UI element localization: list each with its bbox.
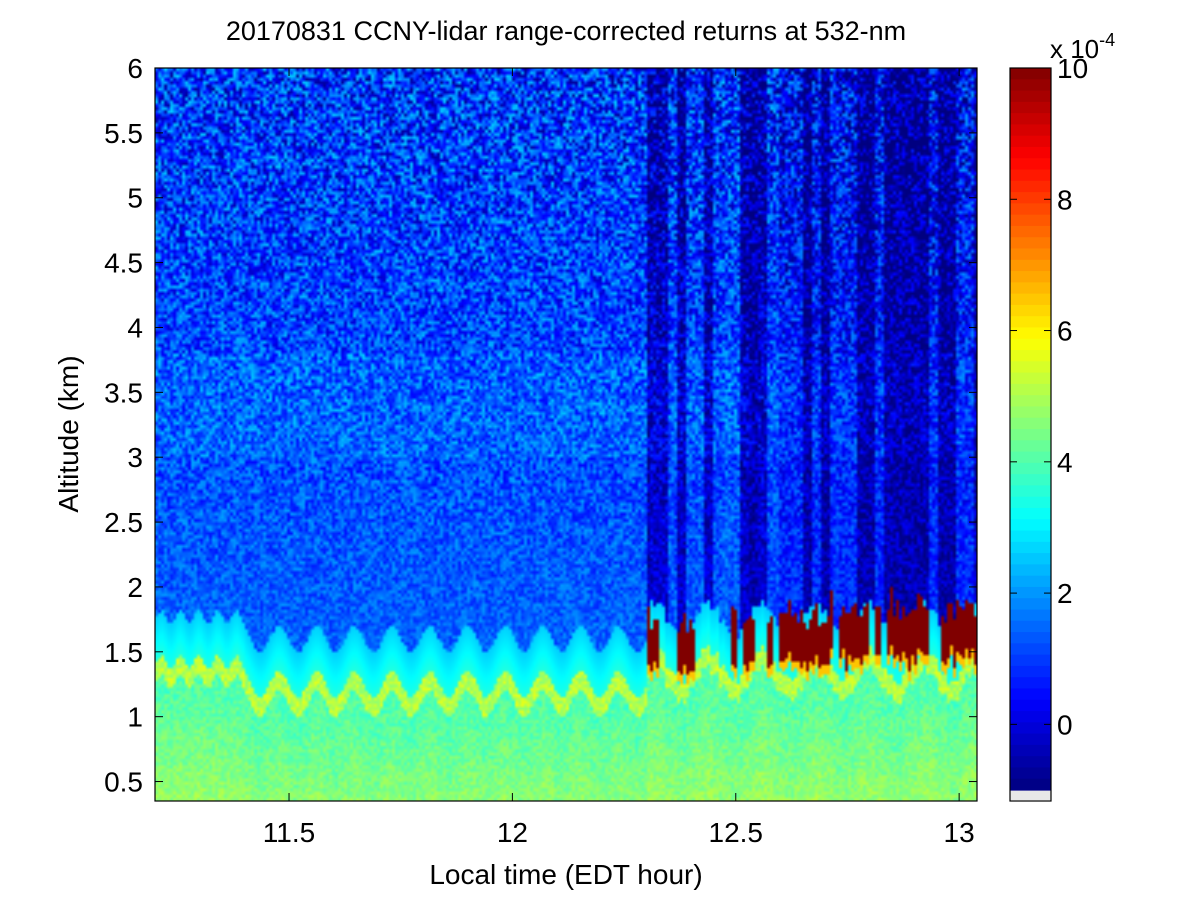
colorbar-swatch	[1010, 451, 1051, 464]
colorbar-swatch	[1010, 462, 1051, 475]
x-tick-label: 12	[497, 817, 528, 848]
plot-frame	[154, 67, 978, 802]
colorbar-tick-label: 6	[1057, 316, 1073, 347]
colorbar-bottom-strip	[1010, 790, 1051, 800]
colorbar-swatch	[1010, 643, 1051, 656]
colorbar-swatch	[1010, 327, 1051, 340]
colorbar-swatch	[1010, 158, 1051, 171]
colorbar-swatch	[1010, 248, 1051, 261]
colorbar-swatch	[1010, 530, 1051, 543]
colorbar-swatch	[1010, 541, 1051, 554]
y-tick-label: 6	[127, 53, 143, 84]
colorbar-swatch	[1010, 214, 1051, 227]
colorbar-swatch	[1010, 711, 1051, 723]
colorbar-swatch	[1010, 338, 1051, 351]
y-tick-label: 2	[127, 572, 143, 603]
colorbar: 0 2 4 6 8 10	[1009, 53, 1088, 802]
colorbar-swatch	[1010, 113, 1051, 126]
colorbar-swatch	[1010, 79, 1051, 92]
colorbar-swatch	[1010, 135, 1051, 148]
y-tick-label: 1.5	[104, 637, 143, 668]
y-tick-label: 1	[127, 702, 143, 733]
y-tick-label: 2.5	[104, 507, 143, 538]
colorbar-swatch	[1010, 654, 1051, 667]
colorbar-swatch	[1010, 180, 1051, 193]
colorbar-swatch	[1010, 598, 1051, 611]
colorbar-swatch	[1010, 609, 1051, 622]
colorbar-tick-label: 4	[1057, 447, 1073, 478]
colorbar-swatch	[1010, 756, 1051, 769]
colorbar-tick-label: 10	[1057, 53, 1088, 84]
y-tick-label: 3.5	[104, 377, 143, 408]
x-axis-label: Local time (EDT hour)	[429, 859, 702, 890]
colorbar-swatch	[1010, 282, 1051, 295]
y-tick-label: 5	[127, 183, 143, 214]
colorbar-swatch	[1010, 90, 1051, 103]
colorbar-swatch	[1010, 485, 1051, 498]
colorbar-swatch	[1010, 304, 1051, 317]
y-axis-label: Altitude (km)	[53, 355, 84, 512]
colorbar-swatch	[1010, 778, 1051, 791]
colorbar-swatch	[1010, 575, 1051, 588]
colorbar-swatch	[1010, 767, 1051, 780]
colorbar-swatch	[1010, 361, 1051, 374]
colorbar-swatch	[1010, 620, 1051, 633]
colorbar-swatch	[1010, 406, 1051, 419]
colorbar-frame	[1009, 67, 1052, 802]
colorbar-swatch	[1010, 553, 1051, 565]
colorbar-swatch	[1010, 225, 1051, 238]
colorbar-swatch	[1010, 722, 1051, 735]
colorbar-swatch	[1010, 192, 1051, 204]
colorbar-multiplier: x 10-4	[1050, 30, 1115, 64]
colorbar-swatch	[1010, 677, 1051, 690]
colorbar-swatch	[1010, 496, 1051, 509]
colorbar-swatch	[1010, 688, 1051, 701]
heatmap-image	[155, 68, 977, 801]
heatmap	[155, 68, 977, 801]
colorbar-swatch	[1010, 383, 1051, 396]
colorbar-swatch	[1010, 203, 1051, 216]
colorbar-swatch	[1010, 733, 1051, 746]
colorbar-swatch	[1010, 744, 1051, 757]
colorbar-swatch	[1010, 474, 1051, 487]
colorbar-swatch	[1010, 259, 1051, 272]
colorbar-swatch	[1010, 699, 1051, 712]
colorbar-swatch	[1010, 417, 1051, 430]
colorbar-swatch	[1010, 632, 1051, 644]
colorbar-swatch	[1010, 293, 1051, 306]
colorbar-swatch	[1010, 519, 1051, 532]
y-tick-label: 4.5	[104, 248, 143, 279]
y-tick-label: 4	[127, 312, 143, 343]
colorbar-tick-label: 2	[1057, 578, 1073, 609]
colorbar-swatch	[1010, 237, 1051, 250]
x-tick-label: 12.5	[709, 817, 764, 848]
colorbar-swatch	[1010, 586, 1051, 599]
y-tick-label: 5.5	[104, 118, 143, 149]
colorbar-swatch	[1010, 271, 1051, 283]
colorbar-swatch	[1010, 350, 1051, 362]
colorbar-swatch	[1010, 124, 1051, 137]
y-tick-label: 3	[127, 442, 143, 473]
y-tick-label: 0.5	[104, 767, 143, 798]
colorbar-swatch	[1010, 564, 1051, 577]
axis-ticks: 11.5 12 12.5 130.511.522.533.544.555.56	[104, 53, 977, 848]
colorbar-swatch	[1010, 429, 1051, 441]
colorbar-swatch	[1010, 316, 1051, 329]
chart-title: 20170831 CCNY-lidar range-corrected retu…	[226, 16, 906, 46]
colorbar-tick-label: 8	[1057, 184, 1073, 215]
colorbar-swatch	[1010, 68, 1051, 80]
colorbar-swatch	[1010, 372, 1051, 385]
x-tick-label: 11.5	[263, 817, 315, 848]
colorbar-swatch	[1010, 146, 1051, 159]
colorbar-tick-label: 0	[1057, 709, 1073, 740]
colorbar-swatch	[1010, 665, 1051, 678]
colorbar-swatch	[1010, 169, 1051, 182]
colorbar-swatch	[1010, 101, 1051, 114]
colorbar-swatch	[1010, 395, 1051, 408]
colorbar-swatch	[1010, 440, 1051, 453]
colorbar-swatch	[1010, 507, 1051, 520]
x-tick-label: 13	[944, 817, 975, 848]
